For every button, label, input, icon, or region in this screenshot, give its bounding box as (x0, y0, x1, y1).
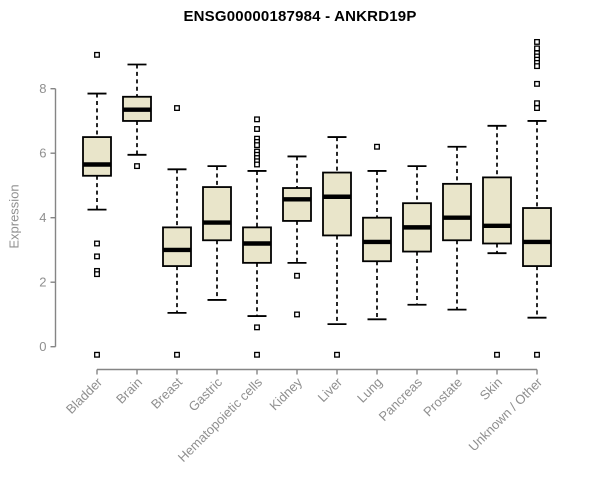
y-tick-label: 6 (39, 146, 46, 161)
iqr-box (82, 136, 112, 177)
outlier-point (254, 161, 260, 168)
box-liver (322, 136, 352, 358)
outlier-point (294, 272, 300, 279)
box-pancreas (402, 165, 432, 306)
x-tick-label-prostate: Prostate (420, 375, 465, 420)
chart-title: ENSG00000187984 - ANKRD19P (183, 8, 417, 25)
outlier-point (94, 253, 100, 260)
outlier-point (134, 163, 140, 170)
outlier-point (494, 351, 500, 358)
box-prostate (442, 145, 472, 311)
outlier-point (94, 240, 100, 247)
outlier-point (174, 351, 180, 358)
box-lung (362, 143, 392, 321)
outlier-point (254, 142, 260, 149)
iqr-box (162, 226, 192, 267)
x-tick-label-brain: Brain (113, 375, 145, 407)
x-tick-label-kidney: Kidney (266, 374, 305, 413)
x-tick-label-skin: Skin (477, 375, 505, 403)
iqr-box (322, 171, 352, 237)
iqr-box (282, 187, 312, 222)
outlier-point (534, 38, 540, 45)
box-skin (482, 124, 512, 358)
outlier-point (94, 51, 100, 58)
outlier-point (94, 271, 100, 278)
y-axis: 0 2 4 6 8 (39, 81, 57, 354)
y-tick-label: 0 (39, 339, 46, 354)
box-unknown-other (522, 38, 552, 358)
box-hematopoietic-cells (242, 116, 272, 358)
outlier-point (254, 324, 260, 331)
x-tick-label-pancreas: Pancreas (376, 374, 426, 424)
box-gastric (202, 165, 232, 301)
iqr-box (362, 216, 392, 263)
outlier-point (534, 45, 540, 52)
outlier-point (534, 100, 540, 107)
box-bladder (82, 51, 112, 358)
x-tick-label-lung: Lung (354, 375, 385, 406)
iqr-box (482, 176, 512, 245)
box-breast (162, 105, 192, 358)
outlier-point (254, 351, 260, 358)
iqr-box (522, 207, 552, 267)
iqr-box (202, 186, 232, 242)
outlier-point (254, 126, 260, 132)
box-brain (122, 63, 152, 170)
outlier-point (534, 80, 540, 87)
outlier-point (534, 351, 540, 358)
x-tick-label-bladder: Bladder (63, 374, 106, 417)
outlier-point (254, 116, 260, 123)
iqr-box (442, 182, 472, 242)
outlier-point (534, 63, 540, 70)
y-tick-label: 2 (39, 275, 46, 290)
outlier-point (534, 105, 540, 111)
outlier-point (94, 351, 100, 358)
y-tick-label: 4 (39, 210, 46, 225)
x-tick-label-liver: Liver (315, 374, 346, 405)
outlier-point (334, 351, 340, 358)
y-tick-label: 8 (39, 81, 46, 96)
outlier-point (294, 311, 300, 318)
x-tick-label-unknown-other: Unknown / Other (466, 374, 546, 454)
x-tick-label-breast: Breast (148, 374, 185, 411)
box-kidney (282, 155, 312, 318)
outlier-point (174, 105, 180, 111)
outlier-point (374, 143, 380, 150)
